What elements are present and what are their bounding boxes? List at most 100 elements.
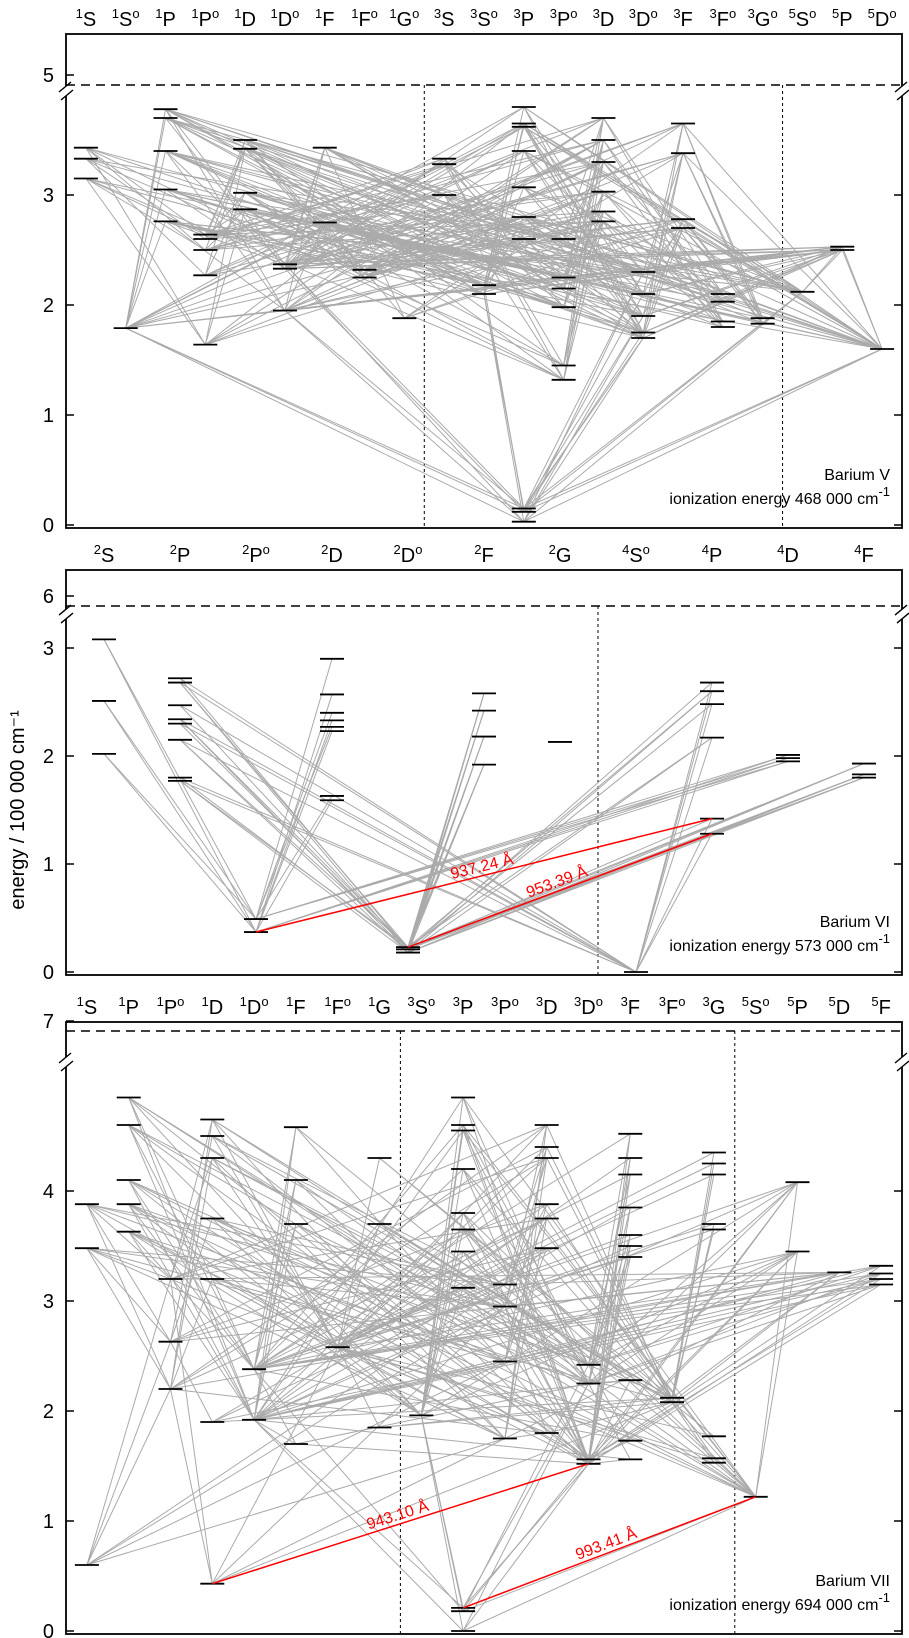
transition-line xyxy=(125,327,525,523)
transition-line xyxy=(682,123,883,350)
transition-line xyxy=(204,209,246,345)
ionization-energy-note: ionization energy 694 000 cm-1 xyxy=(669,1590,890,1614)
transition-line xyxy=(255,726,333,920)
transition-line xyxy=(170,1135,213,1342)
transition-line xyxy=(504,1146,548,1285)
transition-line xyxy=(103,639,257,920)
plot-frame xyxy=(65,569,903,976)
term-letter: D xyxy=(581,997,595,1019)
term-parity-odd: o xyxy=(371,6,378,21)
transition-line xyxy=(642,218,684,295)
transition-line xyxy=(284,227,684,265)
transition-line xyxy=(483,126,525,286)
term-multiplicity: 2 xyxy=(394,542,401,557)
transition-line xyxy=(337,1346,715,1464)
transition-line xyxy=(420,1415,464,1632)
term-multiplicity: 1 xyxy=(118,994,125,1009)
transition-line xyxy=(523,238,803,293)
transition-line xyxy=(253,1251,798,1421)
ionization-energy-note: ionization energy 573 000 cm-1 xyxy=(669,931,890,955)
transition-line xyxy=(253,1124,464,1370)
transition-line xyxy=(523,186,883,350)
transition-line xyxy=(165,108,286,311)
transition-wavelength-label: 993.41 Å xyxy=(573,1523,640,1564)
y-tick-label: 1 xyxy=(43,854,54,876)
term-multiplicity: 3 xyxy=(659,994,666,1009)
transition-line xyxy=(86,1203,171,1280)
term-multiplicity: 1 xyxy=(155,6,162,21)
transition-line xyxy=(170,1119,213,1390)
term-multiplicity: 2 xyxy=(94,542,101,557)
axis-break-mark xyxy=(894,81,908,93)
transition-line xyxy=(643,246,843,339)
term-letter: D xyxy=(328,545,342,567)
y-tick-label: 2 xyxy=(43,746,54,768)
ionization-tick-label: 6 xyxy=(43,586,54,608)
term-letter: S xyxy=(101,545,114,567)
term-multiplicity: 4 xyxy=(777,542,784,557)
term-label: 2P xyxy=(170,542,191,567)
transition-line xyxy=(170,1124,547,1390)
y-tick-label: 0 xyxy=(43,1621,54,1638)
transition-line xyxy=(671,1152,715,1398)
term-parity-odd: o xyxy=(292,6,299,21)
transition-line xyxy=(205,194,445,236)
term-parity-odd: o xyxy=(263,542,270,557)
term-multiplicity: 3 xyxy=(407,994,414,1009)
transition-line xyxy=(211,1135,506,1362)
axis-break-gap xyxy=(896,609,908,620)
transition-line xyxy=(284,123,525,311)
term-label: 3Po xyxy=(491,994,519,1019)
term-label: 3P xyxy=(514,6,535,31)
transition-line xyxy=(443,158,565,308)
transition-line xyxy=(179,682,637,973)
term-letter: G xyxy=(375,997,391,1019)
transition-line xyxy=(682,227,764,325)
term-label: 3Po xyxy=(550,6,578,31)
term-parity-odd: o xyxy=(512,994,519,1009)
term-multiplicity: 1 xyxy=(286,994,293,1009)
transition-line xyxy=(284,147,326,265)
transition-line xyxy=(364,220,604,271)
transition-line xyxy=(364,139,604,271)
transition-line xyxy=(244,148,724,328)
transition-line xyxy=(841,246,883,350)
transition-line xyxy=(407,737,713,953)
term-letter: P xyxy=(839,9,852,31)
transition-line xyxy=(212,1278,506,1439)
term-multiplicity: 3 xyxy=(593,6,600,21)
transition-line xyxy=(462,1251,589,1465)
transition-line xyxy=(462,1463,589,1609)
term-multiplicity: 3 xyxy=(748,6,755,21)
term-multiplicity: 1 xyxy=(240,994,247,1009)
term-multiplicity: 1 xyxy=(112,6,119,21)
term-multiplicity: 5 xyxy=(789,6,796,21)
transition-line xyxy=(170,1278,213,1584)
term-letter: F xyxy=(332,997,344,1019)
term-multiplicity: 5 xyxy=(871,994,878,1009)
term-letter: D xyxy=(543,997,557,1019)
transition-line xyxy=(284,218,684,265)
transition-line xyxy=(483,216,525,295)
term-multiplicity: 3 xyxy=(434,6,441,21)
transition-line xyxy=(523,216,644,317)
term-letter: S xyxy=(629,545,642,567)
transition-line xyxy=(211,1119,506,1439)
term-letter: P xyxy=(164,997,177,1019)
plot-frame xyxy=(65,33,903,529)
term-multiplicity: 3 xyxy=(491,994,498,1009)
y-tick-label: 4 xyxy=(43,1181,54,1203)
transition-line xyxy=(523,348,883,513)
transition-line xyxy=(755,1182,798,1497)
transition-line xyxy=(563,191,604,278)
axis-break-gap xyxy=(60,609,72,620)
transition-line xyxy=(255,754,789,933)
term-parity-odd: o xyxy=(344,994,351,1009)
term-letter: S xyxy=(796,9,809,31)
term-multiplicity: 5 xyxy=(742,994,749,1009)
transition-line xyxy=(284,310,525,523)
transition-line xyxy=(504,1271,840,1285)
transition-line xyxy=(85,147,206,251)
transition-line xyxy=(128,1179,255,1421)
